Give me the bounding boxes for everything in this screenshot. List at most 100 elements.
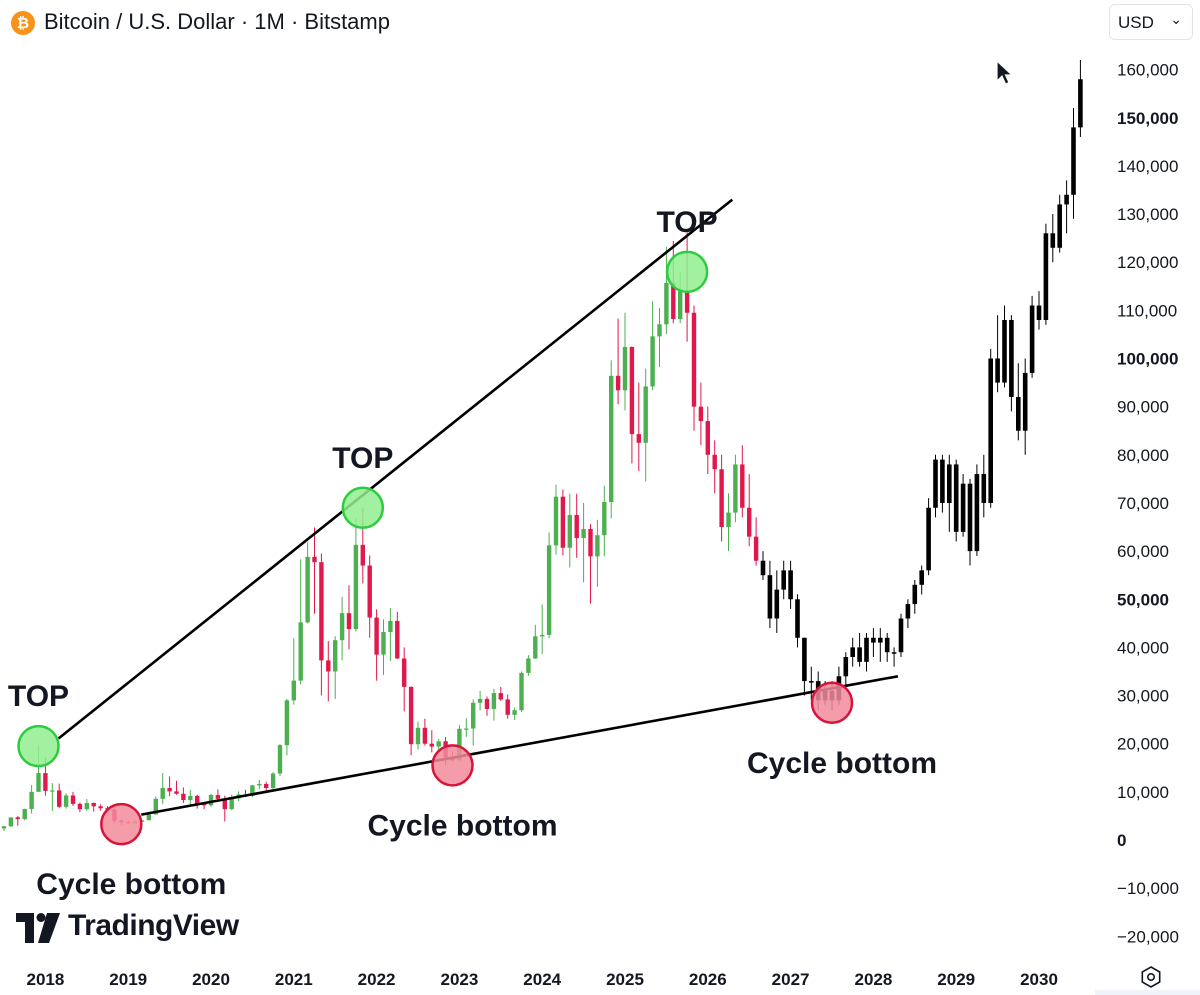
projection-candle [926,498,931,576]
candle-body [319,562,324,661]
candle-body [153,798,158,815]
candle-body [657,324,662,337]
candle [50,783,55,812]
candle-body [519,672,524,711]
candle-body [298,622,303,681]
trendlines-layer [57,198,899,816]
candle-body [77,803,83,810]
candle [22,808,27,821]
projection-candle [1043,223,1049,325]
candle [353,517,359,632]
projection-body [981,474,987,503]
top-trendline [57,198,734,740]
candle-body [588,528,593,557]
candle [208,793,214,807]
x-tick-label: 2028 [854,970,892,989]
candle-body [464,728,469,730]
candle-body [719,469,724,528]
candle [388,607,393,661]
candle [333,636,338,699]
tradingview-logo-icon [16,913,60,943]
candle-body [733,464,738,513]
candle-body [684,291,690,313]
candle [305,542,310,624]
top-marker [17,724,60,768]
candle-body [63,795,69,807]
projection-body [933,459,938,508]
y-tick-label: −10,000 [1117,879,1179,898]
projection-body [767,575,773,619]
projection-candle [774,570,780,633]
candle-body [484,698,490,710]
candle [753,517,759,566]
candle-body [8,817,14,827]
candle [519,671,524,712]
candle [464,718,469,737]
bottom-marker [100,802,143,846]
projection-body [1064,194,1069,205]
candle-body [250,785,255,796]
y-tick-label: 100,000 [1117,350,1178,369]
candle-body [650,336,655,387]
projection-candle [1071,108,1076,219]
y-tick-label: 10,000 [1117,783,1169,802]
candle-body [98,806,103,809]
projection-body [891,652,897,654]
projection-candle [843,652,849,686]
projection-candle [864,632,869,672]
candle-body [560,496,566,548]
candle-body [553,496,559,546]
candle-body [264,783,269,788]
candle [505,694,510,719]
candle-body [477,698,483,703]
projection-candle [974,464,980,556]
y-tick-label: 140,000 [1117,157,1178,176]
candle-body [712,454,717,470]
x-tick-label: 2024 [523,970,561,989]
candle-body [609,375,614,502]
candle-body [188,795,193,801]
candle-body [540,634,545,637]
candle-body [691,312,697,407]
candle [733,454,738,523]
candle [533,624,538,659]
candle [540,604,545,655]
x-tick-label: 2029 [937,970,975,989]
x-tick-label: 2026 [689,970,727,989]
y-tick-label: 20,000 [1117,735,1169,754]
candle-body [753,536,759,561]
projection-body [905,604,911,619]
currency-select[interactable]: USD ⌄ [1109,4,1193,40]
candle [650,301,655,391]
candle-body [512,710,517,715]
candle-body [567,514,572,548]
symbol-title[interactable]: Bitcoin / U.S. Dollar · 1M · Bitstamp [44,9,390,34]
candle [174,780,179,795]
y-tick-label: 130,000 [1117,205,1178,224]
candle-body [367,565,372,618]
y-tick-label: 150,000 [1117,109,1178,128]
candle-body [291,680,296,701]
candle [98,804,103,811]
candle-body [174,791,179,794]
projection-body [1036,305,1042,320]
bottom-marker [431,744,474,787]
settings-icon[interactable] [1139,965,1163,989]
projection-body [1078,79,1083,128]
candle [629,346,635,464]
candle [526,655,531,676]
candle [346,585,352,650]
candle [57,783,62,809]
projection-body [774,589,780,619]
projection-body [843,657,849,677]
y-tick-label: 40,000 [1117,638,1169,657]
candle [319,553,324,696]
projection-body [871,637,876,643]
projection-body [926,507,931,571]
candle [195,794,200,809]
projection-body [760,560,766,576]
candle [747,474,752,547]
y-tick-label: 110,000 [1117,301,1177,320]
candle-body [229,798,234,810]
